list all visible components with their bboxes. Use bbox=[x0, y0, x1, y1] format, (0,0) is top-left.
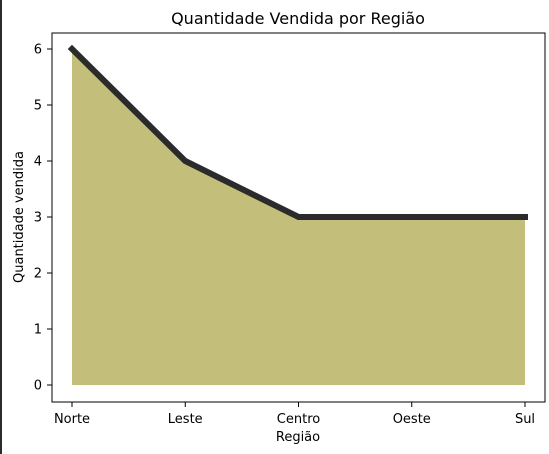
x-tick-label-centro: Centro bbox=[277, 412, 320, 427]
data-point-leste bbox=[184, 160, 186, 162]
y-tick-label-6: 6 bbox=[34, 43, 42, 58]
x-tick-label-norte: Norte bbox=[54, 412, 90, 427]
y-tick-label-2: 2 bbox=[34, 267, 42, 282]
data-point-sul bbox=[524, 216, 526, 218]
x-tick-label-leste: Leste bbox=[168, 412, 203, 427]
data-point-oeste bbox=[411, 216, 413, 218]
data-point-centro bbox=[298, 216, 299, 218]
y-axis: 0 1 2 3 4 5 6 bbox=[34, 43, 52, 394]
y-axis-label: Quantidade vendida bbox=[12, 151, 27, 283]
y-tick-label-3: 3 bbox=[34, 211, 42, 226]
x-axis: Norte Leste Centro Oeste Sul bbox=[54, 402, 535, 427]
y-tick-label-4: 4 bbox=[34, 155, 42, 170]
data-point-norte bbox=[71, 48, 73, 50]
x-tick-label-oeste: Oeste bbox=[393, 412, 431, 427]
y-tick-label-5: 5 bbox=[34, 99, 42, 114]
chart-title: Quantidade Vendida por Região bbox=[171, 9, 425, 28]
window-left-edge bbox=[0, 0, 2, 454]
plot-area bbox=[67, 44, 528, 385]
x-tick-label-sul: Sul bbox=[515, 412, 535, 427]
x-axis-label: Região bbox=[276, 430, 320, 445]
y-tick-label-0: 0 bbox=[34, 379, 42, 394]
y-tick-label-1: 1 bbox=[34, 323, 42, 338]
